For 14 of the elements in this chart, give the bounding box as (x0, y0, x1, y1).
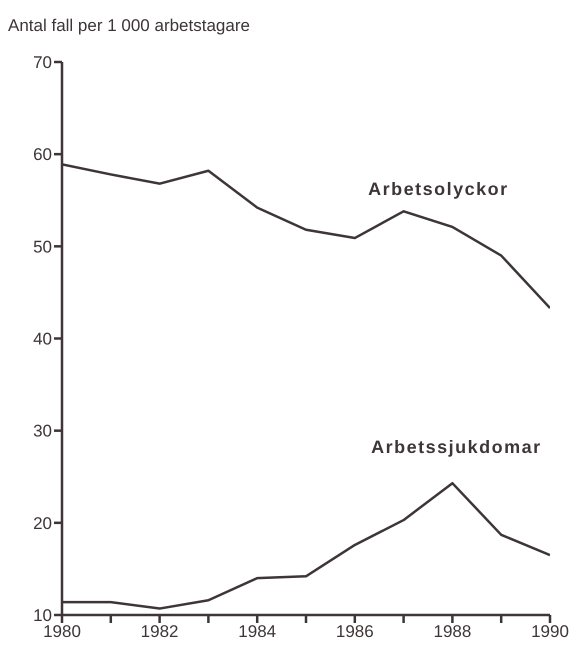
y-tick-label: 40 (33, 330, 52, 349)
x-tick-label: 1988 (433, 622, 472, 642)
x-tick-label: 1984 (238, 622, 276, 642)
x-tick-label: 1990 (531, 622, 569, 642)
x-tick-label: 1982 (140, 622, 179, 642)
y-axis-title: Antal fall per 1 000 arbetstagare (8, 16, 250, 36)
text: Arbetssjukdomar (371, 437, 542, 458)
x-tick-label: 1986 (336, 622, 374, 642)
y-tick-label: 70 (33, 53, 52, 72)
y-tick-label: 20 (33, 514, 52, 533)
y-tick-label: 50 (33, 237, 52, 256)
series-label: Arbetsolyckor (368, 178, 509, 199)
y-tick-label: 30 (33, 422, 52, 441)
y-tick-label: 60 (33, 145, 52, 164)
